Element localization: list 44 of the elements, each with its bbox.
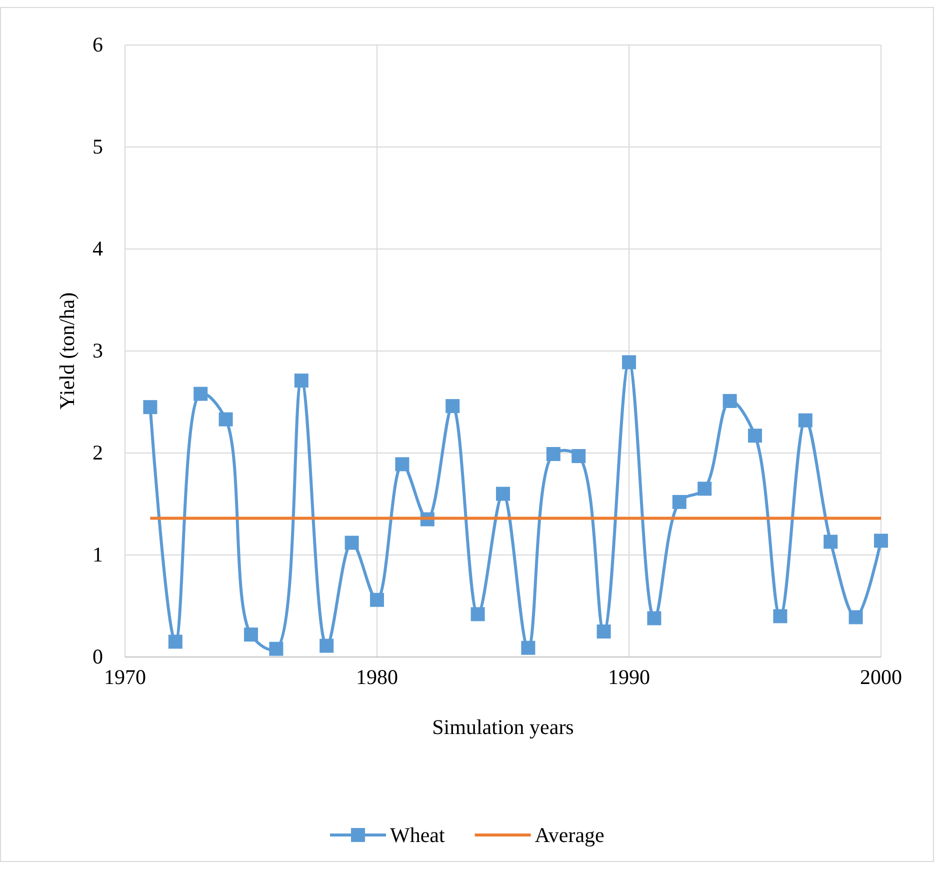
point [521,640,536,655]
x-tick-label: 1970 [104,664,146,689]
point [320,638,334,653]
y-tick-label: 0 [92,644,103,669]
x-axis-title: Simulation years [432,715,574,739]
y-tick-label: 2 [92,440,103,465]
x-tick-label: 2000 [860,664,902,689]
point [294,374,308,388]
y-tick-label: 3 [92,338,103,363]
point [496,486,510,501]
legend-label: Wheat [390,823,445,847]
point [596,624,611,638]
point [874,534,888,548]
point [344,536,359,550]
legend-label: Average [534,823,604,847]
y-tick-label: 4 [92,236,104,261]
y-tick-label: 1 [92,542,103,567]
point [395,457,410,472]
point [773,609,788,624]
point [848,610,863,624]
y-tick-label: 6 [92,32,103,57]
point [798,413,812,428]
point [722,394,737,408]
point [546,447,560,462]
point [698,482,712,496]
point [622,355,636,370]
point [446,399,460,414]
x-tick-label: 1990 [608,664,650,689]
point [269,642,284,656]
point [748,428,762,443]
point [672,494,686,509]
point [470,607,485,622]
point [143,400,158,414]
point [218,412,233,426]
point [168,634,182,649]
point [370,592,384,607]
y-tick-label: 5 [92,134,103,159]
point [647,611,662,626]
point [244,628,258,642]
point [194,386,208,401]
y-axis-title: Yield (ton/ha) [55,292,79,410]
point [824,534,838,549]
point [572,449,586,464]
x-tick-label: 1980 [356,664,398,689]
